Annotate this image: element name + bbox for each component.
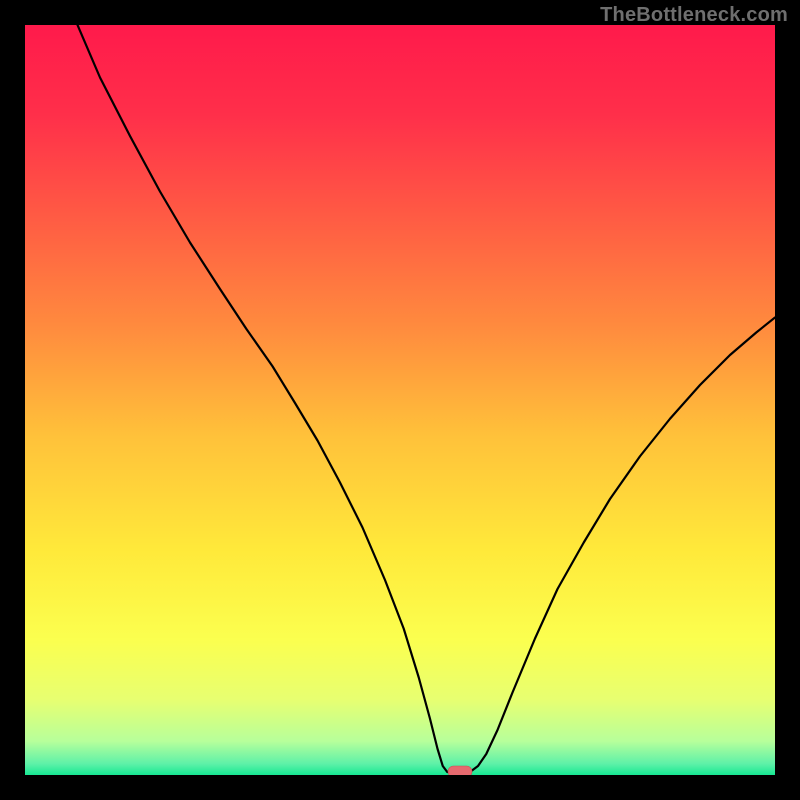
plot-svg	[25, 25, 775, 775]
plot-area	[25, 25, 775, 775]
optimal-marker	[448, 766, 472, 775]
gradient-background	[25, 25, 775, 775]
watermark-label: TheBottleneck.com	[600, 4, 788, 27]
